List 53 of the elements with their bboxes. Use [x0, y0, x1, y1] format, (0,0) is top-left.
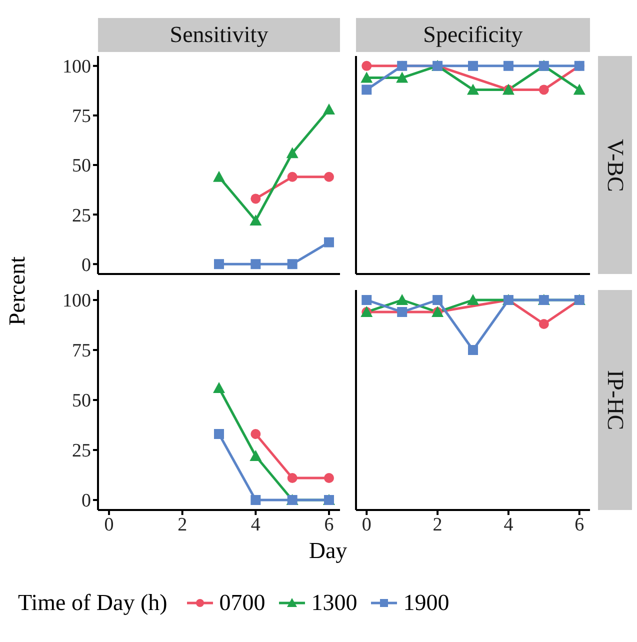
x-tick-label: 6	[324, 514, 334, 536]
y-tick-label: 50	[72, 390, 91, 412]
chart-title: Specificity	[356, 18, 590, 52]
point	[250, 259, 261, 270]
legend-title: Time of Day (h)	[18, 590, 168, 616]
point	[250, 429, 261, 439]
point	[324, 473, 334, 483]
point	[324, 237, 334, 248]
y-tick-label: 25	[72, 440, 91, 462]
point	[468, 345, 478, 355]
y-tick-label: 0	[82, 254, 91, 276]
x-tick-label: 4	[504, 514, 514, 536]
point	[250, 214, 262, 226]
point	[362, 295, 372, 305]
x-tick-label: 4	[250, 514, 261, 536]
chart-title: Sensitivity	[98, 18, 340, 52]
y-tick-label: 100	[62, 56, 91, 78]
y-tick-label: 75	[72, 340, 91, 362]
point	[286, 147, 298, 158]
legend-label: 1300	[311, 590, 358, 616]
y2-axis-title: V-BC	[602, 138, 628, 192]
point	[213, 382, 225, 393]
point	[396, 294, 408, 305]
x-tick-label: 2	[178, 514, 188, 536]
point	[287, 259, 298, 270]
point	[250, 495, 261, 505]
point	[323, 104, 335, 115]
point	[214, 429, 224, 439]
point	[250, 450, 262, 461]
y-tick-label: 75	[72, 106, 91, 128]
point	[250, 194, 261, 204]
y-tick-label: 0	[82, 490, 91, 512]
point	[397, 307, 408, 317]
point	[287, 172, 298, 182]
y-axis-title: Percent	[4, 256, 30, 326]
point	[214, 259, 224, 270]
y-tick-label: 25	[72, 205, 91, 226]
x-tick-label: 0	[362, 514, 372, 536]
point	[213, 170, 225, 182]
point	[538, 319, 549, 329]
point	[467, 294, 479, 305]
x-tick-label: 0	[104, 514, 114, 536]
point	[324, 172, 334, 182]
y2-axis-title: IP-HC	[602, 370, 628, 430]
x-axis-title: Day	[308, 538, 348, 564]
y-tick-label: 100	[62, 290, 91, 312]
x-tick-label: 6	[574, 514, 584, 536]
legend-label: 1900	[403, 590, 450, 616]
y-tick-label: 50	[72, 156, 91, 177]
legend-label: 0700	[219, 590, 266, 616]
x-tick-label: 2	[432, 514, 442, 536]
point	[432, 295, 443, 305]
point	[287, 473, 298, 483]
